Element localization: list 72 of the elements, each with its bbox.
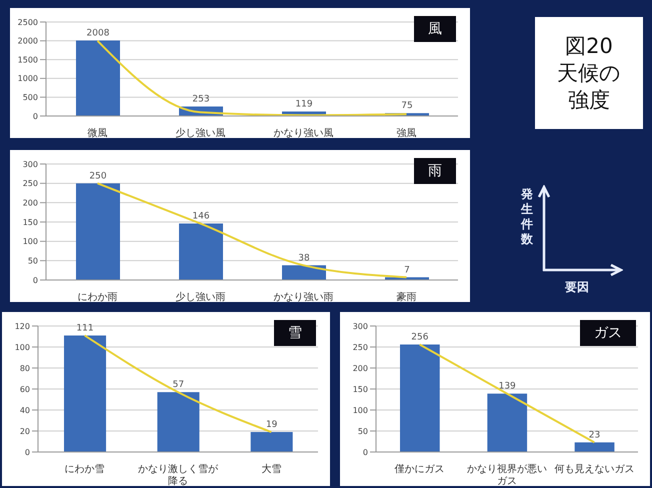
text: 発生件数 (521, 187, 534, 247)
bar (157, 392, 200, 452)
data-label: 139 (498, 382, 516, 392)
y-tick-label: 60 (20, 384, 30, 394)
x-tick-label: 僅かにガス (394, 464, 445, 475)
data-label: 23 (588, 430, 600, 440)
y-tick-label: 1000 (18, 74, 38, 84)
data-label: 19 (266, 420, 278, 430)
text: 図20 天候の強度 (556, 32, 622, 114)
x-tick-label: 少し強い雨 (176, 291, 226, 303)
bar (179, 224, 223, 280)
y-tick-label: 250 (352, 342, 368, 352)
data-label: 253 (192, 94, 210, 104)
bar (250, 432, 293, 452)
x-tick-label: 大雪 (261, 463, 282, 475)
y-tick-label: 120 (14, 322, 30, 331)
x-tick-label: 微風 (88, 128, 108, 139)
bar (64, 335, 106, 452)
bar (76, 40, 120, 116)
chart-title: 風 (414, 16, 456, 42)
y-tick-label: 40 (20, 406, 30, 415)
y-tick-label: 80 (20, 364, 30, 373)
chart-title: 雪 (274, 320, 316, 346)
y-tick-label: 150 (22, 218, 38, 227)
data-label: 250 (89, 171, 107, 182)
y-tick-label: 0 (32, 276, 38, 285)
data-label: 38 (298, 253, 310, 264)
data-label: 146 (192, 212, 210, 222)
data-label: 119 (295, 100, 313, 110)
y-tick-label: 200 (352, 364, 368, 373)
x-tick-label: かなり強い雨 (274, 291, 334, 303)
chart-title: ガス (580, 320, 636, 346)
y-tick-label: 100 (22, 237, 38, 246)
y-tick-label: 500 (22, 93, 38, 102)
y-tick-label: 300 (352, 322, 368, 331)
bar (487, 394, 528, 452)
line-series (96, 182, 408, 278)
data-label: 256 (411, 332, 429, 342)
x-tick-label: 少し強い風 (176, 127, 226, 139)
y-tick-label: 20 (20, 426, 30, 436)
y-tick-label: 2000 (18, 36, 38, 46)
bar (76, 183, 120, 280)
y-tick-label: 250 (22, 179, 38, 188)
data-label: 75 (401, 101, 413, 112)
y-tick-label: 50 (28, 256, 38, 266)
x-tick-label: かなり激しく雪が降る (138, 463, 219, 487)
x-tick-label: 豪雨 (396, 291, 416, 303)
chart-title: 雨 (414, 158, 456, 184)
y-tick-label: 0 (32, 112, 38, 121)
y-tick-label: 100 (14, 342, 30, 352)
bar (400, 344, 440, 452)
x-tick-label: 何も見えないガス (554, 464, 634, 475)
y-tick-label: 300 (22, 160, 38, 169)
x-tick-label: 強風 (396, 127, 416, 139)
y-tick-label: 150 (352, 384, 368, 394)
y-tick-label: 50 (358, 426, 368, 436)
y-tick-label: 0 (24, 448, 30, 457)
y-tick-label: 100 (352, 406, 368, 415)
y-tick-label: 2500 (18, 18, 38, 27)
x-tick-label: にわか雪 (64, 464, 105, 475)
data-label: 111 (76, 323, 94, 334)
text: 要因 (565, 279, 589, 296)
y-tick-label: 0 (362, 448, 368, 457)
y-tick-label: 200 (22, 198, 38, 208)
data-label: 7 (404, 265, 410, 276)
x-tick-label: かなり視界が悪い ガス (467, 463, 547, 487)
x-tick-label: にわか雨 (78, 292, 118, 303)
y-tick-label: 1500 (18, 55, 38, 64)
data-label: 57 (172, 380, 184, 390)
data-label: 2008 (86, 28, 110, 38)
bar (574, 442, 614, 452)
x-tick-label: かなり強い風 (274, 127, 334, 139)
